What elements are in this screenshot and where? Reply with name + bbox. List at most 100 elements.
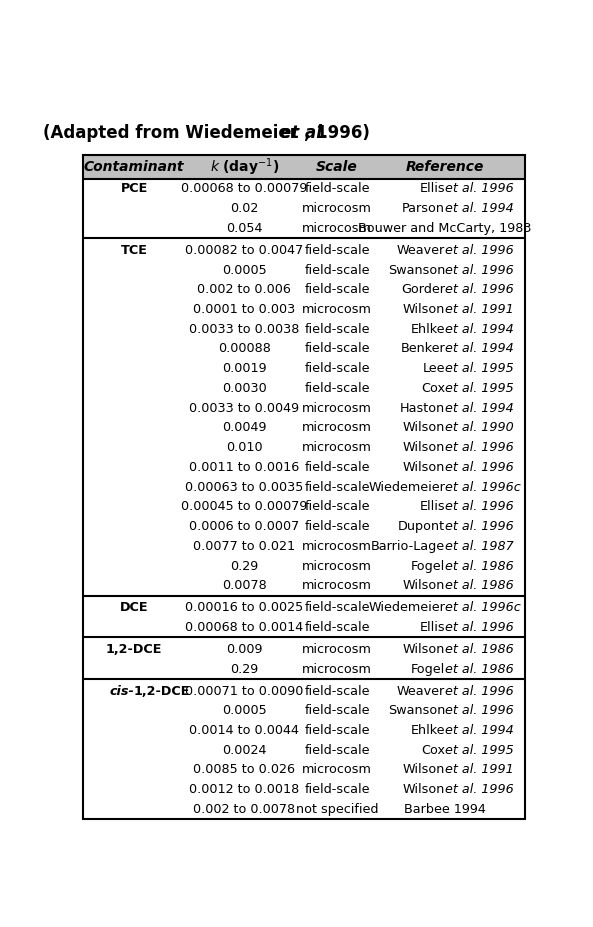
Text: field-scale: field-scale (304, 621, 370, 634)
Text: 0.0033 to 0.0038: 0.0033 to 0.0038 (189, 323, 299, 336)
Text: Bouwer and McCarty, 1983: Bouwer and McCarty, 1983 (358, 222, 532, 235)
Text: Ehlke: Ehlke (410, 724, 445, 737)
Text: et al. 1996: et al. 1996 (445, 284, 514, 297)
Text: Cox: Cox (421, 382, 445, 395)
Text: et al. 1991: et al. 1991 (445, 764, 514, 777)
Text: , 1996): , 1996) (304, 123, 370, 142)
Text: microcosm: microcosm (302, 202, 372, 215)
Text: field-scale: field-scale (304, 382, 370, 395)
Text: 0.010: 0.010 (226, 441, 263, 454)
Text: field-scale: field-scale (304, 783, 370, 796)
Text: 0.0077 to 0.021: 0.0077 to 0.021 (193, 540, 295, 552)
Text: 0.00045 to 0.00079: 0.00045 to 0.00079 (181, 501, 308, 514)
Text: field-scale: field-scale (304, 705, 370, 717)
Text: Wilson: Wilson (403, 303, 445, 316)
Text: 0.0001 to 0.003: 0.0001 to 0.003 (193, 303, 295, 316)
Text: (Adapted from Wiedemeier: (Adapted from Wiedemeier (43, 123, 304, 142)
Text: field-scale: field-scale (304, 684, 370, 697)
Text: et al. 1986: et al. 1986 (445, 663, 514, 676)
Text: field-scale: field-scale (304, 263, 370, 276)
Text: field-scale: field-scale (304, 724, 370, 737)
Text: field-scale: field-scale (304, 323, 370, 336)
Text: microcosm: microcosm (302, 663, 372, 676)
Text: Parson: Parson (402, 202, 445, 215)
Text: Benker: Benker (400, 342, 445, 355)
Text: Wilson: Wilson (403, 764, 445, 777)
Text: 0.0014 to 0.0044: 0.0014 to 0.0044 (189, 724, 299, 737)
Text: et al. 1996: et al. 1996 (445, 501, 514, 514)
Text: 0.00082 to 0.0047: 0.00082 to 0.0047 (185, 244, 304, 257)
Text: 0.054: 0.054 (226, 222, 263, 235)
Text: 0.29: 0.29 (230, 663, 259, 676)
Text: Ehlke: Ehlke (410, 323, 445, 336)
Text: 0.02: 0.02 (230, 202, 259, 215)
Text: field-scale: field-scale (304, 342, 370, 355)
Text: 0.009: 0.009 (226, 643, 263, 656)
Text: Dupont: Dupont (398, 520, 445, 533)
Text: microcosm: microcosm (302, 579, 372, 592)
Text: field-scale: field-scale (304, 461, 370, 474)
Text: et al. 1995: et al. 1995 (445, 382, 514, 395)
Text: et al. 1996c: et al. 1996c (445, 602, 521, 615)
Text: Scale: Scale (316, 160, 358, 174)
Text: 0.29: 0.29 (230, 560, 259, 573)
Text: Reference: Reference (406, 160, 484, 174)
Text: microcosm: microcosm (302, 540, 372, 552)
Text: et al. 1996: et al. 1996 (445, 244, 514, 257)
Text: Gorder: Gorder (401, 284, 445, 297)
Text: Ellis: Ellis (419, 183, 445, 196)
Text: Contaminant: Contaminant (84, 160, 184, 174)
Text: et al. 1994: et al. 1994 (445, 342, 514, 355)
Text: Wilson: Wilson (403, 783, 445, 796)
Text: microcosm: microcosm (302, 303, 372, 316)
Text: Fogel: Fogel (411, 560, 445, 573)
Text: et al. 1994: et al. 1994 (445, 724, 514, 737)
Text: 0.00088: 0.00088 (218, 342, 271, 355)
Text: microcosm: microcosm (302, 401, 372, 414)
Text: et al. 1986: et al. 1986 (445, 643, 514, 656)
Text: field-scale: field-scale (304, 244, 370, 257)
Text: et al. 1986: et al. 1986 (445, 560, 514, 573)
Text: et al. 1996: et al. 1996 (445, 705, 514, 717)
Text: TCE: TCE (120, 244, 148, 257)
Text: 0.0005: 0.0005 (222, 263, 267, 276)
Text: Barbee 1994: Barbee 1994 (404, 803, 486, 816)
Text: 0.0011 to 0.0016: 0.0011 to 0.0016 (189, 461, 299, 474)
Text: 0.0030: 0.0030 (222, 382, 267, 395)
Text: 0.002 to 0.0078: 0.002 to 0.0078 (193, 803, 295, 816)
Text: 0.002 to 0.006: 0.002 to 0.006 (197, 284, 291, 297)
Text: Haston: Haston (400, 401, 445, 414)
Text: et al. 1996: et al. 1996 (445, 461, 514, 474)
Text: field-scale: field-scale (304, 183, 370, 196)
Text: 0.00016 to 0.0025: 0.00016 to 0.0025 (185, 602, 304, 615)
Text: Wilson: Wilson (403, 643, 445, 656)
Text: field-scale: field-scale (304, 743, 370, 756)
Text: Wiedemeier: Wiedemeier (368, 602, 445, 615)
Text: 0.0006 to 0.0007: 0.0006 to 0.0007 (189, 520, 299, 533)
Text: et al. 1996c: et al. 1996c (445, 481, 521, 494)
Text: microcosm: microcosm (302, 441, 372, 454)
Text: field-scale: field-scale (304, 284, 370, 297)
Text: DCE: DCE (120, 602, 148, 615)
Text: 1,2-DCE: 1,2-DCE (134, 684, 190, 697)
Text: not specified: not specified (296, 803, 378, 816)
Text: microcosm: microcosm (302, 222, 372, 235)
Text: 0.0033 to 0.0049: 0.0033 to 0.0049 (189, 401, 299, 414)
Text: 0.00068 to 0.0014: 0.00068 to 0.0014 (185, 621, 304, 634)
Text: 0.0049: 0.0049 (222, 422, 267, 435)
Text: 0.0012 to 0.0018: 0.0012 to 0.0018 (189, 783, 299, 796)
Text: 0.0005: 0.0005 (222, 705, 267, 717)
Text: et al. 1996: et al. 1996 (445, 520, 514, 533)
Text: 0.00063 to 0.0035: 0.00063 to 0.0035 (185, 481, 304, 494)
Text: 1,2-DCE: 1,2-DCE (106, 643, 162, 656)
Text: et al. 1996: et al. 1996 (445, 441, 514, 454)
Text: et al. 1995: et al. 1995 (445, 362, 514, 375)
Text: et al. 1996: et al. 1996 (445, 621, 514, 634)
Text: 0.0078: 0.0078 (222, 579, 267, 592)
Text: $k\ \mathregular{(day}^{-1}\mathregular{)}$: $k\ \mathregular{(day}^{-1}\mathregular{… (210, 157, 279, 178)
Text: Weaver: Weaver (397, 684, 445, 697)
Text: et al. 1996: et al. 1996 (445, 183, 514, 196)
Text: PCE: PCE (120, 183, 148, 196)
Text: 0.0019: 0.0019 (222, 362, 267, 375)
Text: et al. 1986: et al. 1986 (445, 579, 514, 592)
